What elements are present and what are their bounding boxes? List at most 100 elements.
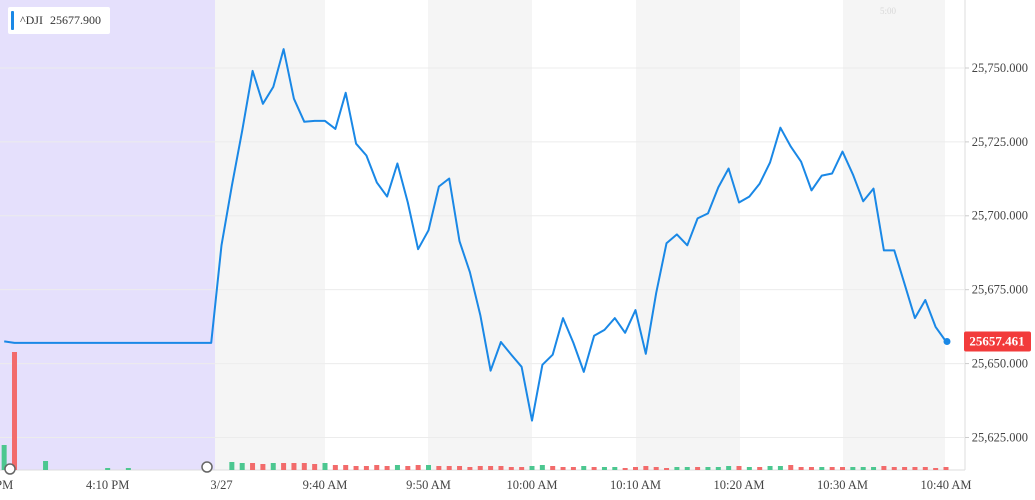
volume-bar bbox=[891, 467, 897, 470]
volume-bar bbox=[322, 463, 328, 470]
volume-bar bbox=[405, 466, 411, 470]
volume-bar bbox=[902, 467, 908, 470]
volume-bar bbox=[726, 466, 732, 470]
volume-bar bbox=[229, 462, 235, 470]
x-tick-label: 10:10 AM bbox=[610, 478, 661, 492]
watermark: 5:00 bbox=[880, 6, 897, 16]
volume-bar bbox=[394, 465, 400, 470]
volume-bar bbox=[622, 468, 628, 470]
volume-bar bbox=[633, 467, 638, 470]
volume-bar bbox=[643, 466, 649, 470]
volume-bar bbox=[705, 467, 711, 470]
x-tick-label: 9:50 AM bbox=[406, 478, 451, 492]
volume-bar bbox=[653, 467, 659, 470]
time-band bbox=[215, 0, 325, 470]
volume-bar bbox=[788, 465, 794, 470]
volume-bar bbox=[270, 463, 276, 470]
x-tick-label: 10:30 AM bbox=[817, 478, 868, 492]
pre-market-band bbox=[0, 0, 215, 470]
volume-bar bbox=[777, 466, 783, 470]
volume-bar bbox=[105, 468, 111, 470]
volume-bar bbox=[519, 467, 525, 470]
volume-bar bbox=[850, 467, 856, 470]
volume-bar bbox=[871, 467, 877, 470]
volume-bar bbox=[860, 467, 866, 470]
volume-bar bbox=[498, 466, 504, 470]
x-tick-label: PM bbox=[0, 478, 13, 492]
x-tick-label: 3/27 bbox=[210, 478, 232, 492]
volume-bar bbox=[591, 467, 597, 470]
last-point bbox=[943, 338, 951, 346]
time-band bbox=[428, 0, 532, 470]
volume-bar bbox=[508, 467, 514, 470]
volume-bar bbox=[819, 467, 825, 470]
x-tick-label: 10:00 AM bbox=[506, 478, 557, 492]
background bbox=[0, 0, 966, 471]
volume-bar bbox=[477, 466, 483, 470]
volume-bar bbox=[933, 468, 939, 470]
legend-symbol: ^DJI bbox=[20, 13, 43, 27]
volume-bar bbox=[695, 467, 701, 470]
volume-bar bbox=[384, 466, 390, 470]
event-icon bbox=[201, 461, 213, 473]
volume-bar bbox=[798, 467, 804, 470]
y-tick-label: 25,750.000 bbox=[972, 61, 1028, 75]
time-band bbox=[843, 0, 945, 470]
event-icon bbox=[4, 463, 16, 475]
x-tick-label: 10:40 AM bbox=[920, 478, 971, 492]
volume-bar bbox=[829, 467, 835, 470]
volume-bar bbox=[488, 466, 494, 470]
volume-bar bbox=[291, 463, 297, 470]
volume-bar bbox=[746, 467, 752, 470]
price-line bbox=[4, 48, 947, 422]
volume-bar bbox=[415, 465, 421, 470]
volume-bar bbox=[560, 467, 566, 470]
volume-bar bbox=[260, 464, 266, 470]
volume-bar bbox=[457, 466, 463, 470]
volume-bar bbox=[539, 465, 545, 470]
volume-bar bbox=[436, 466, 442, 470]
volume-bar bbox=[767, 466, 773, 470]
volume-bar bbox=[43, 461, 49, 470]
volume-bar bbox=[570, 467, 576, 470]
volume-bar bbox=[664, 468, 670, 470]
last-price-tag bbox=[964, 331, 1031, 352]
y-tick-label: 25,650.000 bbox=[972, 356, 1028, 370]
volume-bar bbox=[281, 463, 287, 470]
volume-bar bbox=[881, 466, 887, 470]
volume-bar bbox=[446, 466, 452, 470]
legend-tag: ^DJI 25677.900 bbox=[8, 7, 110, 34]
volume-bar bbox=[353, 466, 359, 470]
volume-bar bbox=[125, 468, 131, 470]
y-tick-label: 25,675.000 bbox=[972, 283, 1028, 297]
volume-bar bbox=[674, 467, 680, 470]
volume-bar bbox=[467, 467, 473, 470]
volume-bar bbox=[301, 463, 307, 470]
volume-bar bbox=[426, 465, 431, 470]
volume-bar bbox=[736, 466, 742, 470]
volume-bar bbox=[312, 464, 318, 470]
volume-bar bbox=[757, 467, 763, 470]
volume-bar bbox=[374, 465, 380, 470]
x-tick-label: 9:40 AM bbox=[303, 478, 348, 492]
legend-box bbox=[8, 7, 110, 34]
volume-bar bbox=[840, 467, 845, 470]
legend-swatch bbox=[11, 11, 14, 30]
volume-bar bbox=[529, 466, 535, 470]
volume-bar bbox=[912, 467, 918, 470]
x-tick-label: 10:20 AM bbox=[713, 478, 764, 492]
last-price-label: 25657.461 bbox=[969, 334, 1024, 349]
volume-bar bbox=[715, 467, 721, 470]
volume-bar bbox=[612, 467, 618, 470]
volume-bar bbox=[943, 467, 949, 470]
volume-bar bbox=[1, 445, 7, 470]
y-tick-label: 25,625.000 bbox=[972, 430, 1028, 444]
volume-bar bbox=[343, 465, 349, 470]
volume-bar bbox=[550, 466, 556, 470]
volume-bar bbox=[250, 463, 256, 470]
y-tick-label: 25,725.000 bbox=[972, 135, 1028, 149]
volume-bar bbox=[332, 465, 338, 470]
volume-bar bbox=[581, 466, 587, 470]
